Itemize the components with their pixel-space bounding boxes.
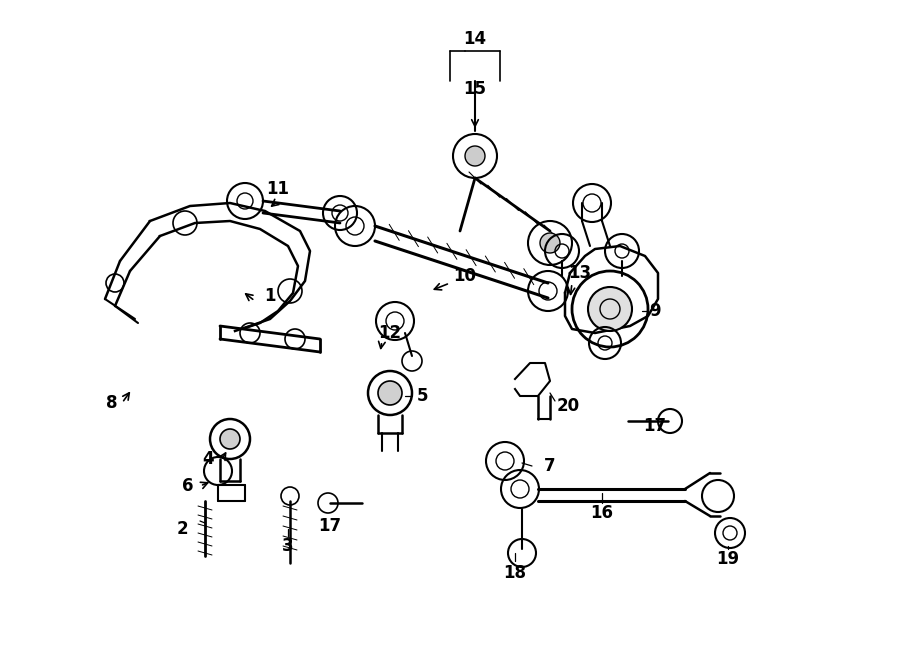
Circle shape	[220, 429, 240, 449]
Circle shape	[540, 233, 560, 253]
Text: 18: 18	[503, 564, 526, 582]
Text: 19: 19	[716, 550, 740, 568]
Text: 5: 5	[416, 387, 428, 405]
Text: 9: 9	[649, 302, 661, 320]
Circle shape	[588, 287, 632, 331]
Text: 3: 3	[283, 537, 293, 555]
Text: 14: 14	[464, 30, 487, 48]
Text: 15: 15	[464, 80, 487, 98]
Circle shape	[378, 381, 402, 405]
Text: 1: 1	[265, 287, 275, 305]
Text: 10: 10	[454, 267, 476, 285]
Text: 7: 7	[544, 457, 556, 475]
Text: 13: 13	[569, 264, 591, 282]
Circle shape	[465, 146, 485, 166]
Text: 17: 17	[319, 517, 342, 535]
Text: 17: 17	[644, 417, 667, 435]
Text: 2: 2	[176, 520, 188, 538]
Text: 16: 16	[590, 504, 614, 522]
Text: 11: 11	[266, 180, 290, 198]
Text: 20: 20	[556, 397, 580, 415]
Text: 6: 6	[182, 477, 194, 495]
Text: 8: 8	[106, 394, 118, 412]
Text: 12: 12	[378, 324, 401, 342]
Text: 4: 4	[202, 450, 214, 468]
